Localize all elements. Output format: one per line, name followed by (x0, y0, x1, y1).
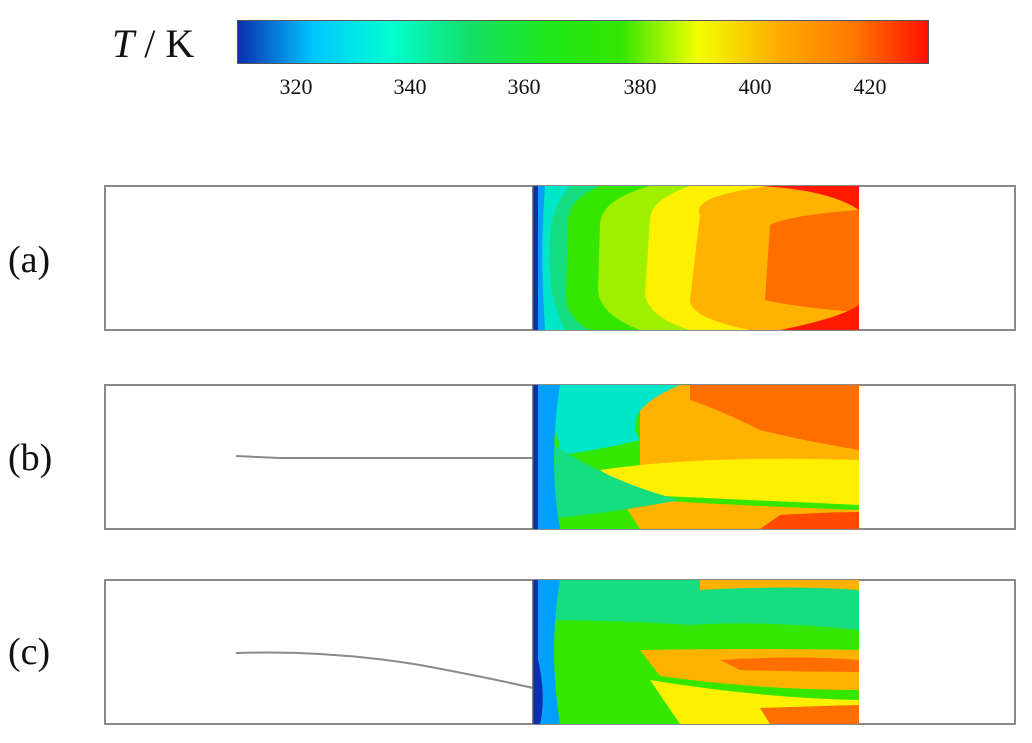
panel-c-curved-pipe (235, 651, 534, 689)
colorbar-tick-360: 360 (507, 74, 541, 99)
temperature-symbol: T (112, 21, 135, 66)
panel-b-temperature-field (533, 385, 859, 529)
colorbar-tick-400: 400 (738, 74, 772, 99)
temperature-unit: K (165, 21, 195, 66)
panel-b-straight-pipe (235, 455, 533, 459)
panel-a (104, 185, 1016, 331)
title-separator: / (134, 21, 166, 66)
colorbar-tick-340: 340 (393, 74, 427, 99)
panel-c-label: (c) (8, 631, 51, 673)
colorbar-title: T / K (112, 20, 194, 67)
panel-c (104, 579, 1016, 725)
colorbar-tick-420: 420 (853, 74, 887, 99)
panel-a-temperature-field (533, 186, 859, 330)
panel-b (104, 384, 1016, 530)
colorbar-tick-380: 380 (623, 74, 657, 99)
panel-b-label: (b) (8, 437, 53, 479)
temperature-colorbar (237, 20, 929, 64)
panel-c-temperature-field (533, 580, 859, 724)
colorbar-tick-320: 320 (279, 74, 313, 99)
panel-a-label: (a) (8, 239, 51, 281)
